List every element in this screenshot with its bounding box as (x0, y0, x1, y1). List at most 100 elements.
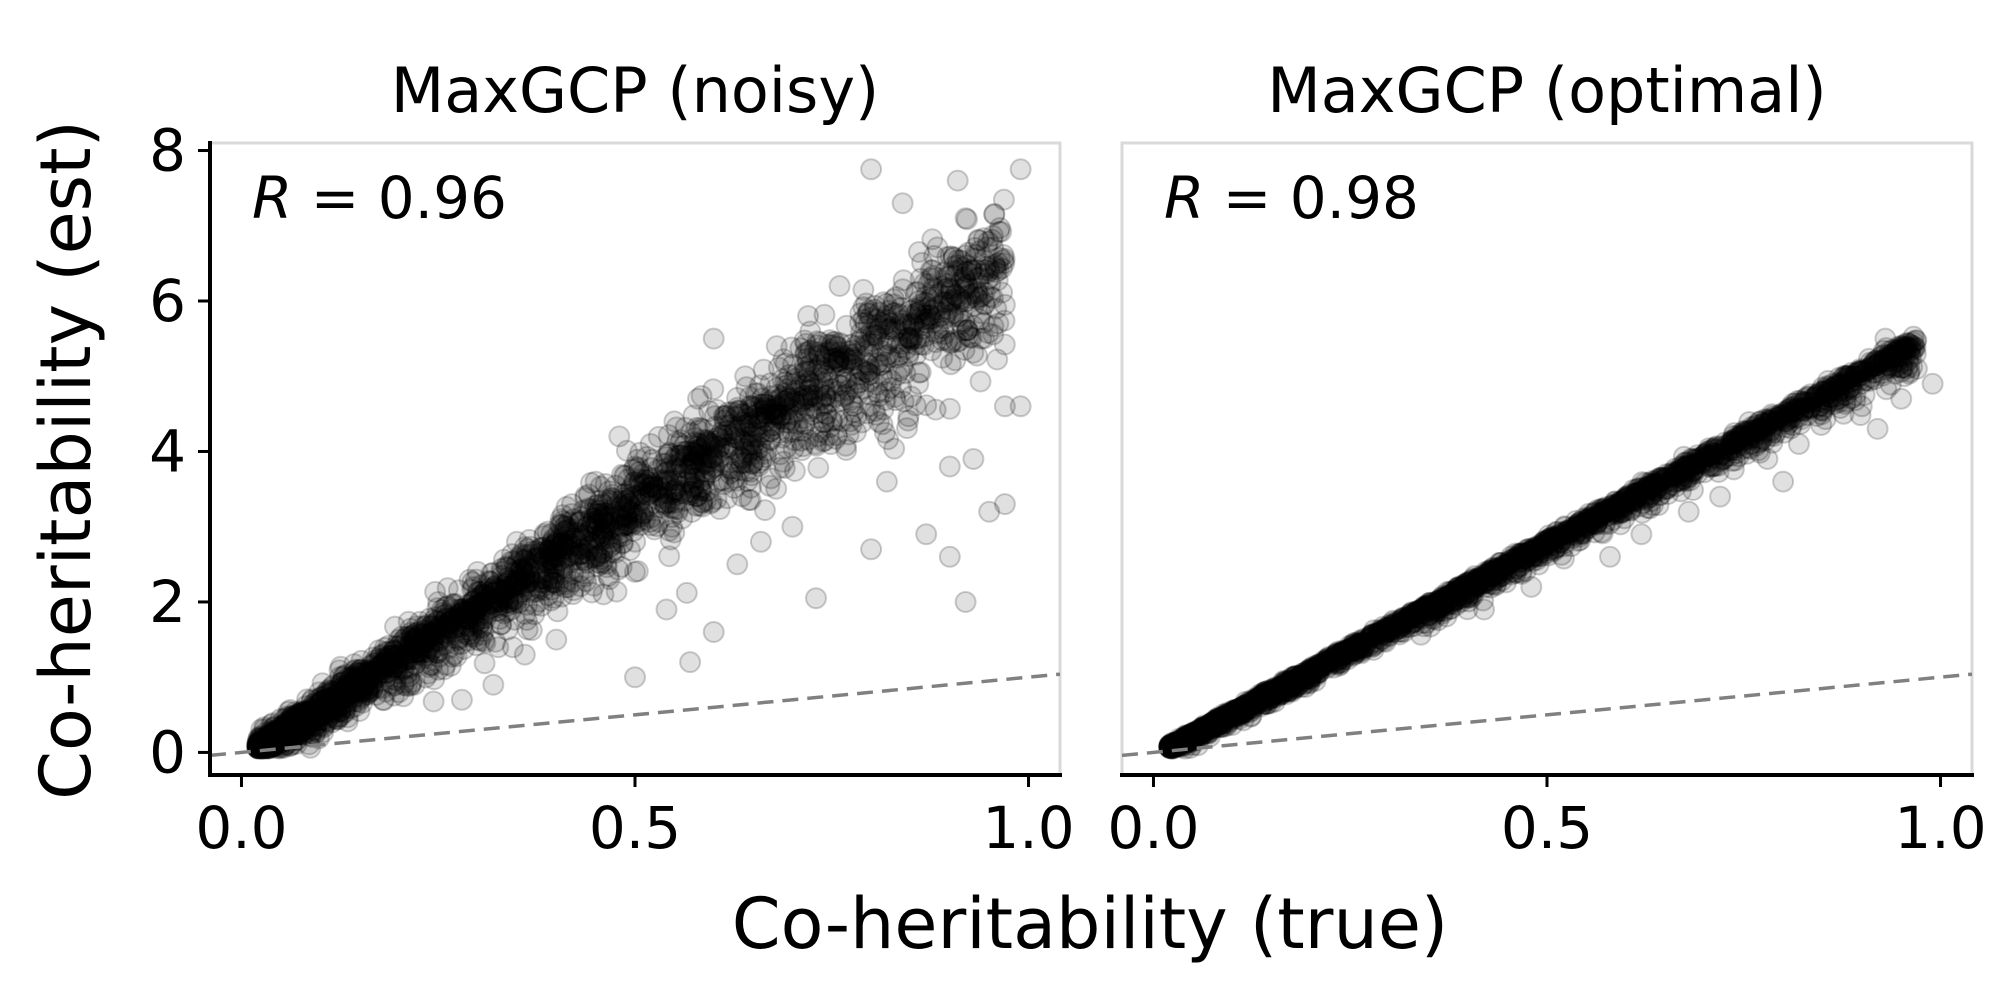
scatter-point (486, 587, 509, 610)
scatter-point (457, 629, 480, 652)
scatter-point (403, 636, 426, 659)
scatter-point (319, 679, 341, 702)
scatter-point (701, 450, 724, 473)
scatter-point (976, 262, 998, 285)
scatter-point (334, 678, 357, 700)
plot-frame (1120, 141, 1974, 777)
scatter-point (618, 492, 641, 515)
scatter-point (588, 499, 611, 522)
scatter-point (319, 691, 342, 714)
scatter-point (390, 637, 413, 660)
scatter-point (793, 361, 816, 384)
scatter-point (279, 713, 302, 736)
scatter-point (667, 475, 690, 497)
scatter-point (567, 535, 590, 557)
scatter-point (376, 645, 399, 668)
scatter-point (772, 392, 795, 415)
panel-title: MaxGCP (noisy) (391, 54, 879, 127)
scatter-point (295, 702, 317, 724)
scatter-point (467, 609, 490, 632)
scatter-point (762, 406, 785, 429)
scatter-point (507, 582, 530, 605)
scatter-point (424, 580, 447, 603)
scatter-point (461, 571, 484, 593)
scatter-point (1009, 158, 1032, 181)
scatter-point (598, 504, 621, 527)
scatter-point (348, 700, 371, 722)
scatter-point (323, 706, 346, 729)
scatter-point (263, 715, 286, 738)
scatter-point (608, 514, 631, 537)
scatter-point (475, 584, 498, 607)
scatter-point (587, 509, 610, 532)
scatter-point (545, 545, 568, 568)
scatter-point (750, 399, 773, 422)
scatter-point (925, 266, 948, 289)
scatter-point (956, 319, 978, 342)
scatter-point (642, 479, 665, 502)
scatter-point (273, 717, 296, 740)
scatter-point (630, 488, 653, 511)
scatter-point (592, 583, 615, 606)
scatter-point (882, 302, 904, 325)
scatter-point (612, 514, 635, 537)
scatter-point (829, 365, 852, 388)
scatter-point (471, 584, 494, 607)
scatter-point (792, 419, 815, 442)
scatter-point (749, 530, 772, 553)
scatter-point (755, 446, 777, 469)
scatter-point (515, 609, 538, 631)
scatter-point (307, 699, 330, 722)
scatter-point (695, 428, 718, 451)
scatter-point (297, 709, 320, 732)
scatter-point (548, 513, 571, 536)
scatter-point (246, 732, 269, 755)
scatter-point (744, 382, 767, 405)
scatter-point (675, 581, 698, 604)
scatter-point (386, 635, 409, 658)
scatter-point (516, 618, 539, 641)
scatter-point (537, 567, 560, 590)
scatter-point (629, 441, 652, 464)
scatter-point (891, 192, 914, 215)
scatter-point (752, 442, 775, 465)
scatter-point (795, 360, 818, 383)
scatter-point (513, 536, 536, 559)
scatter-point (822, 352, 845, 375)
scatter-point (874, 389, 897, 411)
scatter-point (797, 428, 820, 451)
scatter-point (349, 677, 372, 700)
scatter-point (320, 676, 343, 699)
scatter-point (677, 444, 700, 467)
scatter-point (792, 388, 815, 411)
scatter-point (733, 418, 756, 441)
scatter-point (501, 586, 523, 609)
scatter-point (331, 683, 354, 706)
scatter-point (570, 542, 593, 565)
scatter-point (457, 607, 480, 630)
scatter-point (873, 313, 896, 336)
scatter-point (529, 568, 552, 591)
scatter-point (502, 588, 525, 611)
y-tick-label: 2 (149, 568, 186, 636)
scatter-point (271, 721, 294, 744)
scatter-point (569, 505, 592, 528)
scatter-point (907, 372, 930, 395)
scatter-point (287, 715, 309, 738)
scatter-point (440, 598, 462, 621)
scatter-point (500, 598, 523, 621)
scatter-point (623, 485, 646, 508)
scatter-point (615, 505, 638, 528)
scatter-point (871, 413, 894, 436)
scatter-point (767, 388, 790, 411)
scatter-point (449, 616, 472, 639)
scatter-point (874, 381, 897, 404)
scatter-point (272, 724, 295, 747)
scatter-point (318, 705, 341, 728)
scatter-point (682, 475, 705, 498)
scatter-point (591, 493, 614, 516)
scatter-point (430, 627, 453, 650)
scatter-point (609, 489, 632, 512)
scatter-point (444, 623, 467, 646)
